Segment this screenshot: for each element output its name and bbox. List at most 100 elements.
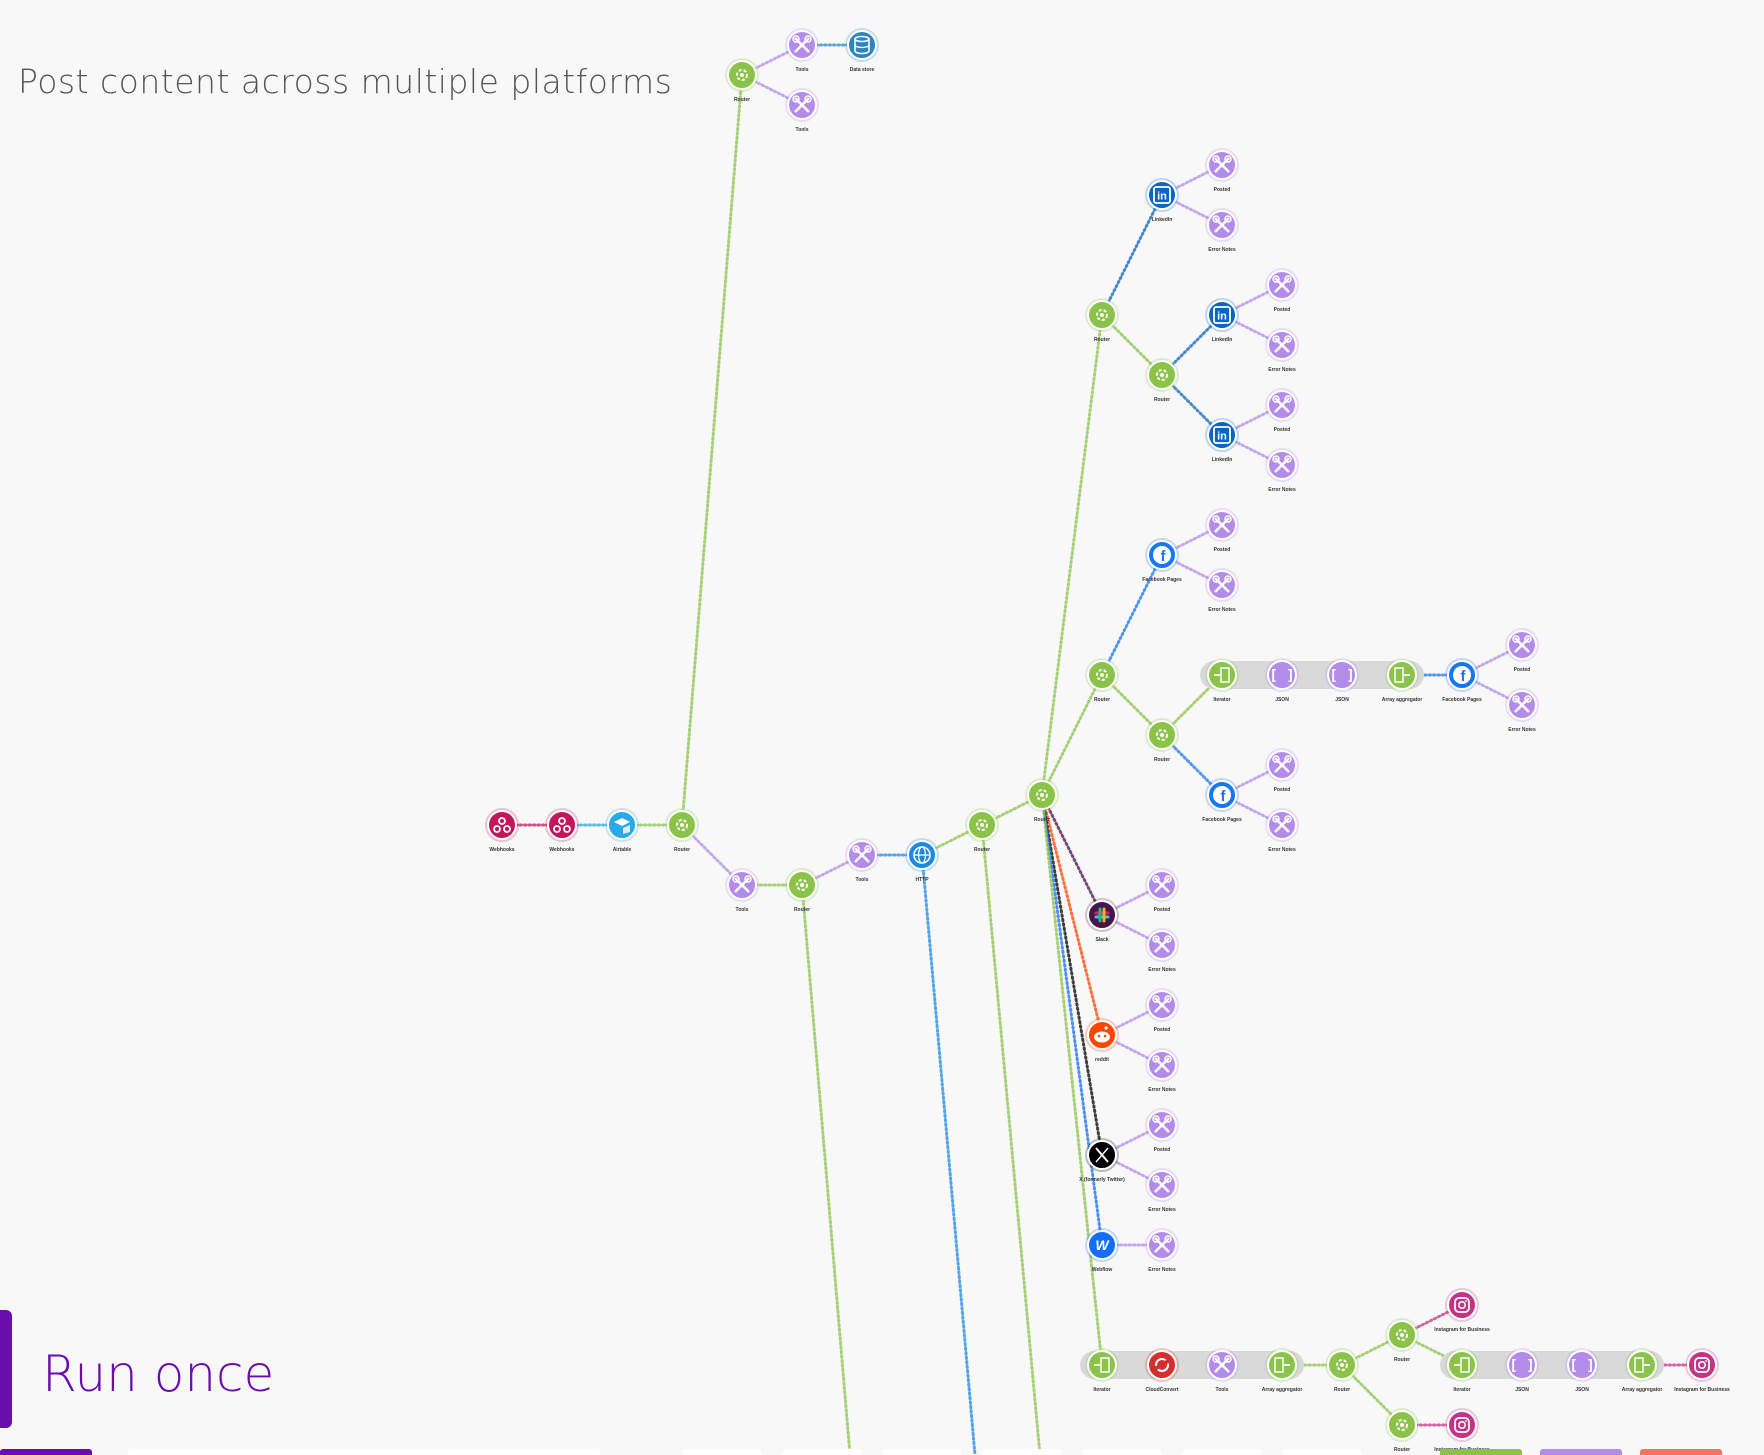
module-router[interactable]: Router	[1145, 358, 1179, 403]
module-router[interactable]: Router	[965, 808, 999, 853]
tools-indicator[interactable]	[1540, 1449, 1622, 1455]
json-icon: [ ]	[1569, 1358, 1594, 1374]
module-tools[interactable]: Posted	[1265, 748, 1299, 793]
router-icon	[736, 69, 748, 81]
bottom-tab[interactable]	[682, 1449, 762, 1455]
module-tools[interactable]: Error Notes	[1265, 808, 1299, 853]
module-tools[interactable]: Error Notes	[1205, 568, 1239, 613]
module-tools[interactable]: Posted	[1265, 388, 1299, 433]
module-tools[interactable]: Tools	[785, 88, 819, 133]
facebook-icon: f	[1213, 786, 1231, 805]
module-webflow[interactable]: W Webflow	[1085, 1228, 1119, 1273]
bottom-tab[interactable]	[982, 1449, 1062, 1455]
module-aggregator[interactable]: Array aggregator	[1262, 1348, 1303, 1393]
module-iterator[interactable]: Iterator	[1085, 1348, 1119, 1393]
module-tools[interactable]: Error Notes	[1145, 1168, 1179, 1213]
bottom-tab[interactable]	[1182, 1449, 1262, 1455]
module-tools[interactable]: Error Notes	[1265, 328, 1299, 373]
module-slack[interactable]: Slack	[1085, 898, 1119, 943]
svg-text:in: in	[1157, 191, 1167, 203]
scenario-title: Post content across multiple platforms	[18, 62, 673, 101]
module-json[interactable]: [ ] JSON	[1565, 1348, 1599, 1393]
bottom-tab[interactable]	[782, 1449, 862, 1455]
module-group-band	[1080, 1351, 1304, 1379]
module-label: JSON	[1275, 697, 1289, 703]
bottom-tab[interactable]	[1082, 1449, 1162, 1455]
router-icon	[1336, 1359, 1348, 1371]
tools-icon	[1152, 1175, 1172, 1193]
module-tools[interactable]: Tools	[785, 28, 819, 73]
module-tools[interactable]: Posted	[1145, 868, 1179, 913]
module-instagram[interactable]: Instagram for Business	[1674, 1348, 1730, 1393]
svg-text:[ ]: [ ]	[1329, 668, 1354, 684]
error-indicator[interactable]	[1640, 1449, 1722, 1455]
cloudconvert-icon	[1155, 1358, 1169, 1372]
iterator-icon	[1214, 667, 1230, 683]
module-linkedin[interactable]: in LinkedIn	[1145, 178, 1179, 223]
module-linkedin[interactable]: in LinkedIn	[1205, 298, 1239, 343]
module-cloudconvert[interactable]: CloudConvert	[1145, 1348, 1179, 1393]
module-json[interactable]: [ ] JSON	[1265, 658, 1299, 703]
module-datastore[interactable]: Data store	[845, 28, 879, 73]
module-router[interactable]: Router	[1385, 1408, 1419, 1453]
module-nodes[interactable]: Webhooks Webhooks Airtable Router Router Tool…	[485, 28, 1730, 1453]
module-aggregator[interactable]: Array aggregator	[1622, 1348, 1663, 1393]
iterator-icon	[1094, 1357, 1110, 1373]
module-tools[interactable]: Error Notes	[1265, 448, 1299, 493]
module-tools[interactable]: Tools	[1205, 1348, 1239, 1393]
module-label: Router	[794, 907, 810, 913]
module-tools[interactable]: Posted	[1145, 1108, 1179, 1153]
module-router[interactable]: Router	[1145, 718, 1179, 763]
module-webhook[interactable]: Webhooks	[485, 808, 519, 853]
module-webhook[interactable]: Webhooks	[545, 808, 579, 853]
module-instagram[interactable]: Instagram for Business	[1434, 1288, 1490, 1333]
save-indicator[interactable]	[1440, 1449, 1522, 1455]
module-iterator[interactable]: Iterator	[1205, 658, 1239, 703]
module-facebook[interactable]: f Facebook Pages	[1202, 778, 1242, 823]
module-label: Tools	[856, 877, 869, 883]
module-iterator[interactable]: Iterator	[1445, 1348, 1479, 1393]
module-tools[interactable]: Error Notes	[1145, 1048, 1179, 1093]
module-tools[interactable]: Tools	[725, 868, 759, 913]
module-label: LinkedIn	[1212, 337, 1233, 343]
module-airtable[interactable]: Airtable	[605, 808, 639, 853]
module-reddit[interactable]: reddit	[1085, 1018, 1119, 1063]
bottom-tab[interactable]	[1282, 1449, 1362, 1455]
module-tools[interactable]: Error Notes	[1145, 1228, 1179, 1273]
module-label: X (formerly Twitter)	[1079, 1177, 1125, 1183]
module-facebook[interactable]: f Facebook Pages	[1442, 658, 1482, 703]
module-router[interactable]: Router	[785, 868, 819, 913]
module-x[interactable]: X (formerly Twitter)	[1079, 1138, 1125, 1183]
module-router[interactable]: Router	[725, 58, 759, 103]
module-router[interactable]: Router	[1085, 298, 1119, 343]
module-tools[interactable]: Error Notes	[1505, 688, 1539, 733]
module-tools[interactable]: Posted	[1205, 508, 1239, 553]
module-router[interactable]: Router	[1085, 658, 1119, 703]
module-router[interactable]: Router	[1385, 1318, 1419, 1363]
module-linkedin[interactable]: in LinkedIn	[1205, 418, 1239, 463]
module-facebook[interactable]: f Facebook Pages	[1142, 538, 1182, 583]
module-tools[interactable]: Error Notes	[1145, 928, 1179, 973]
bottom-tab[interactable]	[882, 1449, 962, 1455]
module-instagram[interactable]: Instagram for Business	[1434, 1408, 1490, 1453]
module-json[interactable]: [ ] JSON	[1325, 658, 1359, 703]
module-tools[interactable]: Error Notes	[1205, 208, 1239, 253]
router-icon	[1156, 369, 1168, 381]
module-json[interactable]: [ ] JSON	[1505, 1348, 1539, 1393]
module-tools[interactable]: Posted	[1145, 988, 1179, 1033]
module-tools[interactable]: Posted	[1505, 628, 1539, 673]
module-router[interactable]: Router	[1025, 778, 1059, 823]
module-router[interactable]: Router	[665, 808, 699, 853]
module-tools[interactable]: Posted	[1205, 148, 1239, 193]
tools-icon	[1152, 995, 1172, 1013]
module-aggregator[interactable]: Array aggregator	[1382, 658, 1423, 703]
module-label: CloudConvert	[1145, 1387, 1178, 1393]
module-router[interactable]: Router	[1325, 1348, 1359, 1393]
bottom-tab[interactable]	[128, 1449, 600, 1455]
module-tools[interactable]: Tools	[845, 838, 879, 883]
module-tools[interactable]: Posted	[1265, 268, 1299, 313]
run-once-button[interactable]: Run once	[42, 1345, 275, 1403]
module-http[interactable]: HTTP	[905, 838, 939, 883]
bottom-tab-active[interactable]	[0, 1449, 92, 1455]
